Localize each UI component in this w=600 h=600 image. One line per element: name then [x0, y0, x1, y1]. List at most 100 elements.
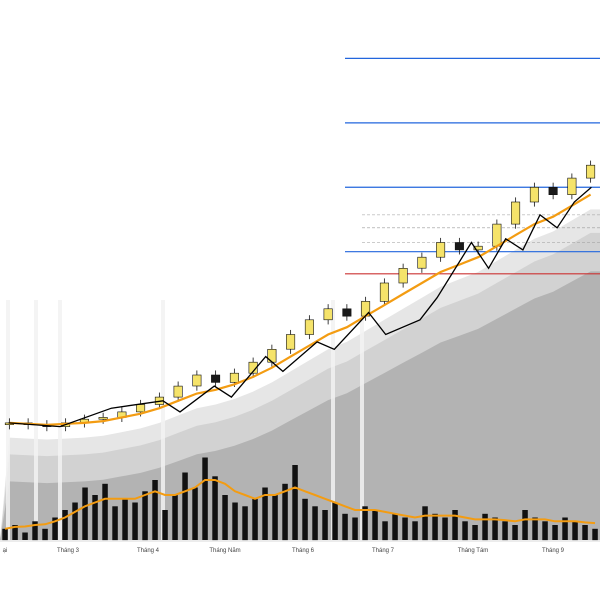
volume-bar	[422, 506, 428, 541]
volume-bar	[442, 517, 448, 540]
volume-bar	[532, 517, 538, 540]
x-tick-label: Tháng 3	[57, 548, 80, 554]
price-lines	[8, 186, 592, 428]
zigzag-line	[8, 186, 592, 428]
volume-bar	[212, 476, 218, 541]
volume-bar	[302, 498, 308, 541]
volume-bar	[382, 521, 388, 541]
volume-bar	[232, 502, 238, 540]
candle-up	[417, 256, 427, 269]
moving-average-line	[9, 193, 592, 426]
x-axis: ại Tháng 3 Tháng 4 Tháng Năm Tháng 6 Tháng 7 T…	[0, 540, 600, 554]
volume-bar	[462, 521, 468, 541]
volume-bar	[342, 513, 348, 541]
area-bands	[0, 209, 600, 540]
volume-bar	[72, 502, 78, 540]
volume-bar	[432, 513, 438, 541]
highlight-column	[58, 300, 62, 540]
volume-bar	[362, 506, 368, 541]
volume-bar	[32, 521, 38, 541]
candle-up	[436, 242, 446, 258]
volume-bar	[272, 495, 278, 540]
volume-bar	[412, 521, 418, 541]
volume-bar	[52, 517, 58, 540]
volume-bar	[102, 483, 108, 541]
volume-bar	[372, 510, 378, 540]
candle-up	[567, 177, 577, 196]
volume-bar	[132, 502, 138, 540]
x-tick-label: Tháng 6	[292, 548, 315, 554]
volume-bar	[22, 532, 28, 540]
volume-bar	[62, 510, 68, 540]
volume-bar	[592, 528, 598, 541]
candle-up	[492, 223, 502, 247]
volume-bar	[572, 521, 578, 541]
volume-bar	[262, 487, 268, 540]
volume-bar	[352, 517, 358, 540]
candle-up	[323, 308, 333, 321]
x-tick-label: Tháng Tám	[458, 548, 489, 554]
volume-bar	[562, 517, 568, 540]
volume-panel	[2, 457, 598, 541]
volume-bar	[12, 525, 18, 540]
candle-down	[454, 242, 464, 251]
volume-bar	[312, 506, 318, 541]
volume-bar	[242, 506, 248, 541]
highlight-column	[34, 300, 38, 540]
volume-bar	[502, 521, 508, 541]
volume-bar	[172, 495, 178, 540]
candle-up	[304, 319, 314, 335]
x-tick-label: Tháng 4	[137, 548, 160, 554]
candle-up	[473, 245, 483, 251]
volume-bar	[512, 525, 518, 540]
volume-bar	[472, 525, 478, 540]
candle-up	[173, 385, 183, 398]
volume-bar	[202, 457, 208, 540]
volume-bar	[252, 498, 258, 541]
candle-down	[211, 374, 221, 383]
candle-up	[379, 282, 389, 302]
volume-bar	[542, 521, 548, 541]
volume-bar	[282, 483, 288, 541]
candle-up	[248, 361, 258, 374]
highlight-column	[331, 300, 335, 540]
volume-bar	[2, 528, 8, 541]
highlight-column	[6, 300, 10, 540]
candle-up	[398, 267, 408, 284]
candle-up	[98, 417, 108, 420]
volume-bar	[452, 510, 458, 540]
x-tick-label: Tháng 7	[372, 548, 395, 554]
volume-bar	[222, 495, 228, 540]
volume-bar	[322, 510, 328, 540]
highlight-column	[161, 300, 165, 540]
volume-bar	[402, 517, 408, 540]
candle-down	[548, 187, 558, 196]
candle-up	[586, 164, 596, 179]
candle-up	[286, 334, 296, 350]
area-band-dark	[0, 271, 600, 540]
volume-bar	[142, 491, 148, 541]
candle-up	[511, 201, 521, 225]
volume-bar	[112, 506, 118, 541]
volume-bar	[82, 487, 88, 540]
volume-bar	[292, 465, 298, 540]
x-tick-label: Tháng Năm	[209, 548, 240, 554]
volume-bar	[192, 487, 198, 540]
volume-bar	[582, 525, 588, 540]
highlight-column	[360, 300, 364, 540]
x-tick-label: Tháng 9	[542, 548, 565, 554]
volume-bar	[162, 510, 168, 540]
volume-bar	[332, 502, 338, 540]
volume-average-line	[4, 479, 596, 530]
candle-up	[267, 348, 277, 363]
volume-bar	[552, 525, 558, 540]
candle-up	[229, 372, 239, 383]
candle-down	[342, 308, 352, 317]
candle-up	[529, 187, 539, 203]
volume-bar	[492, 517, 498, 540]
volume-bar	[92, 495, 98, 540]
volume-bar	[522, 510, 528, 540]
horizontal-levels	[345, 57, 600, 275]
